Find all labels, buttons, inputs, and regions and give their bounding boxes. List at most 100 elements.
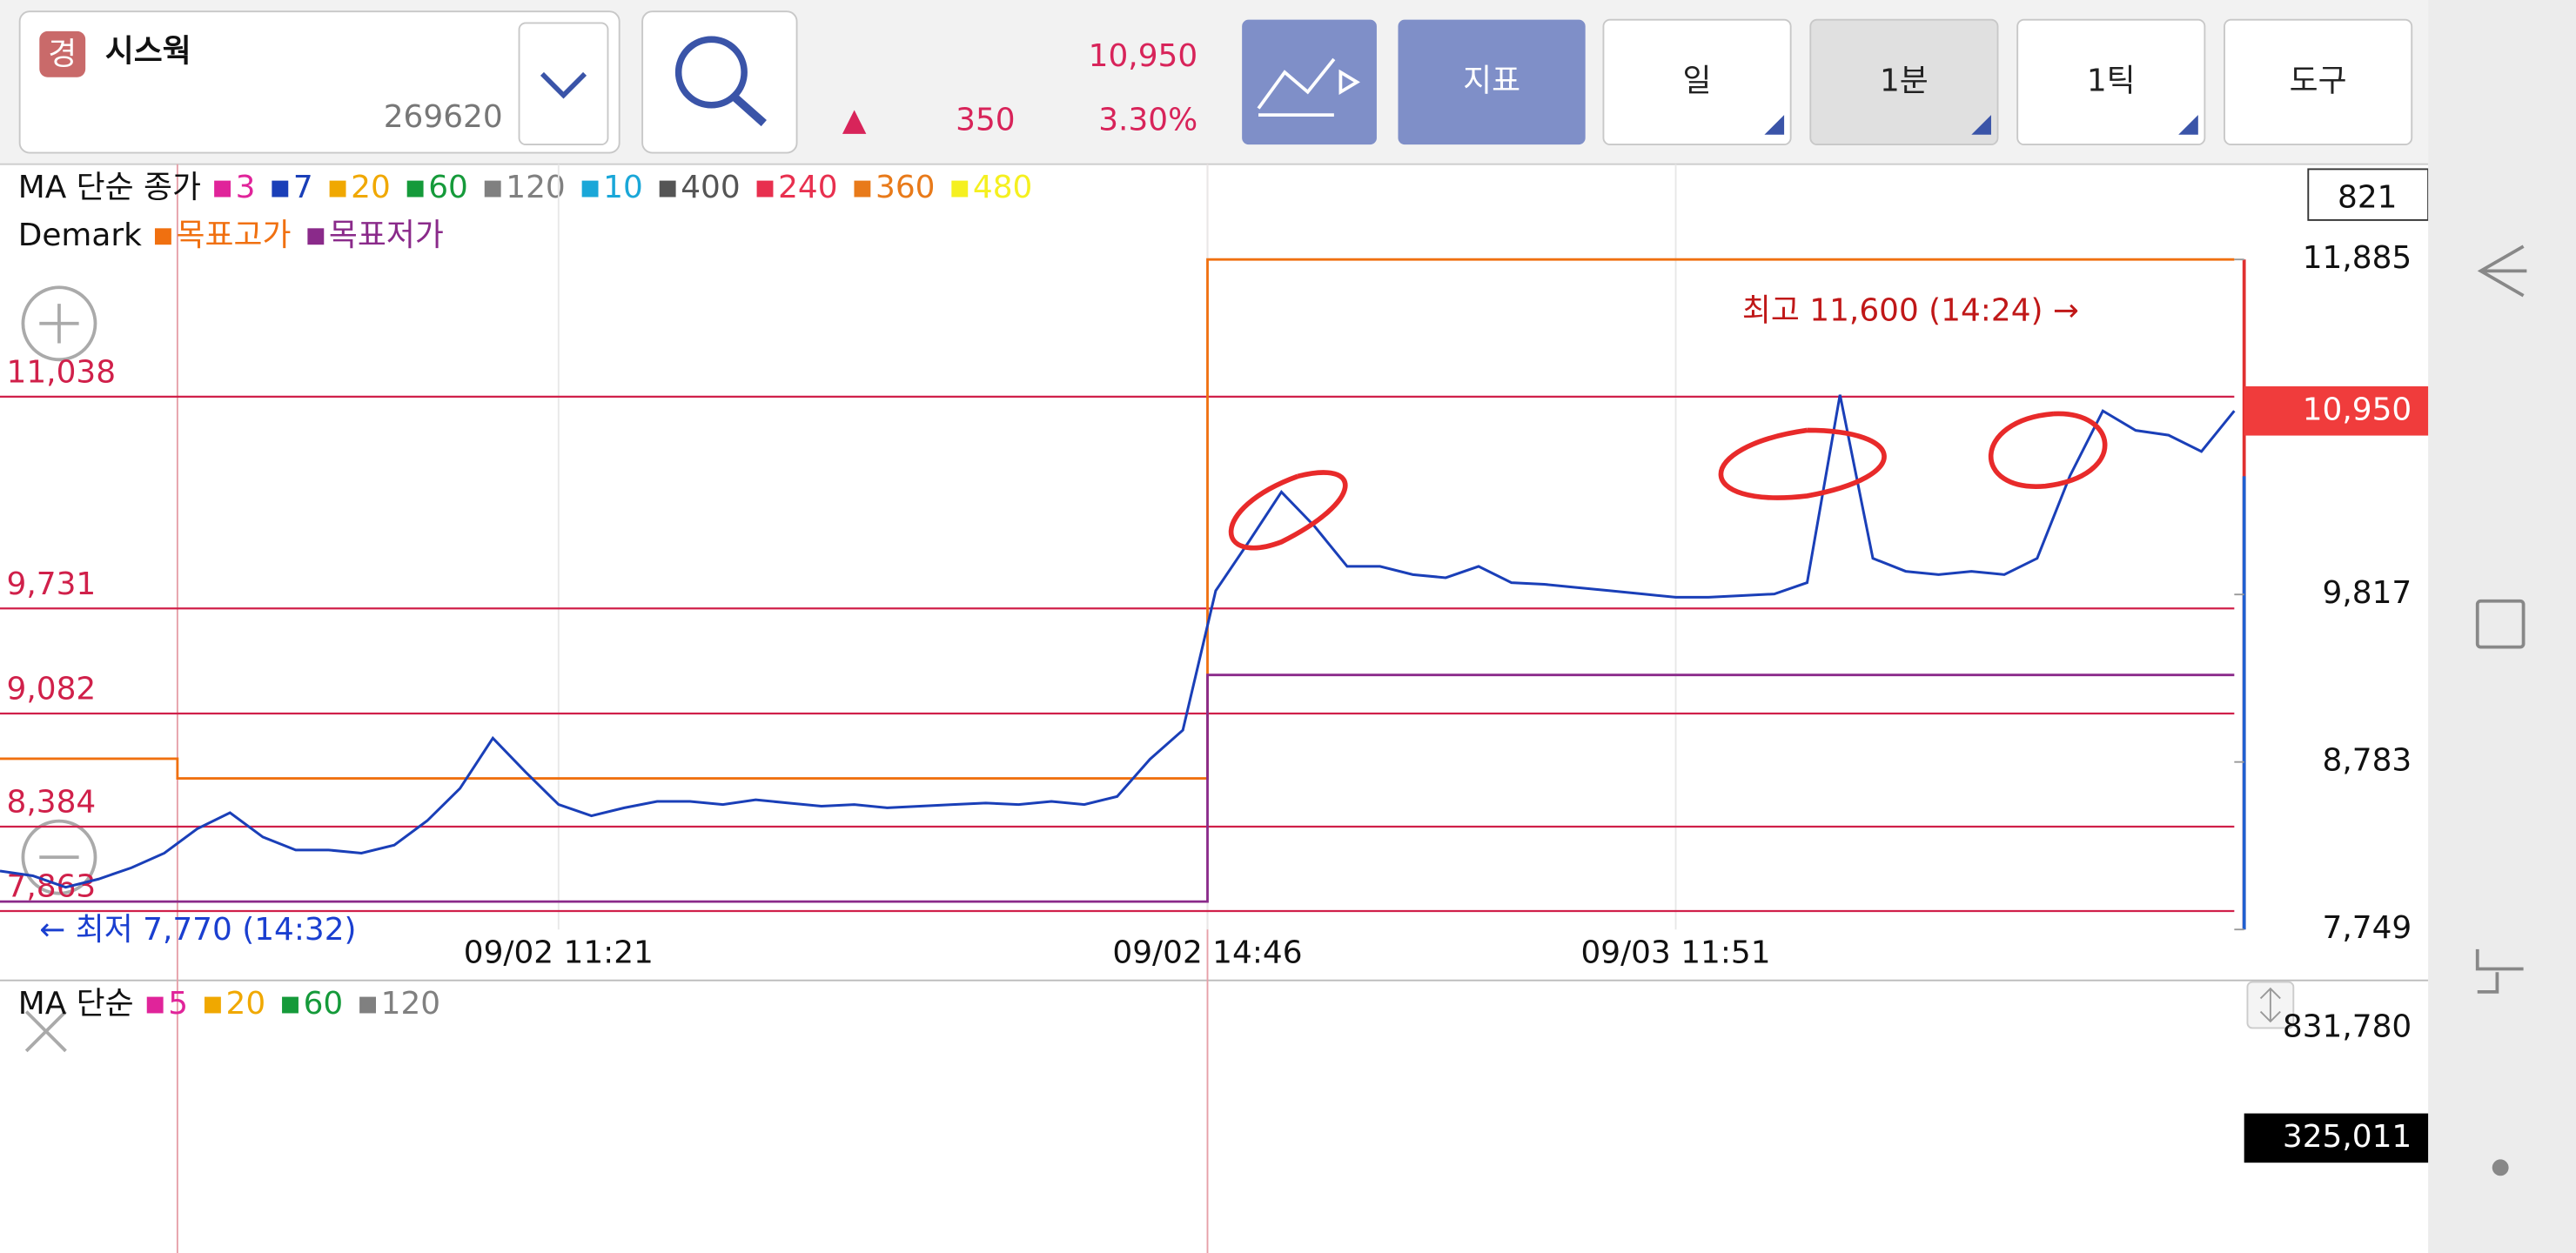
demark-low	[0, 673, 2235, 903]
x-tick-label: 09/03 11:51	[1580, 935, 1770, 971]
legend-item: 10	[603, 170, 643, 205]
x-tick-label: 09/02 14:46	[1112, 935, 1302, 971]
nav-home[interactable]	[2475, 599, 2526, 649]
y-tick-label: 7,749	[2323, 910, 2412, 946]
nav-bar	[2428, 0, 2576, 1253]
legend-swatch	[951, 180, 969, 198]
legend-swatch	[359, 996, 376, 1014]
y-tick-label: 8,783	[2323, 743, 2412, 779]
demark-high	[0, 258, 2235, 780]
button-bg	[2224, 18, 2413, 146]
legend-item: 5	[168, 986, 188, 1022]
marker-circle	[1988, 411, 2108, 489]
stock-code: 269620	[384, 99, 503, 135]
dropdown[interactable]	[518, 22, 609, 146]
price-tag-bg	[2244, 385, 2429, 436]
volume-tag-bg	[2244, 1113, 2429, 1163]
legend-item: 240	[778, 170, 837, 205]
legend-swatch	[146, 996, 164, 1014]
legend-item: 60	[428, 170, 468, 205]
level-label: 8,384	[7, 785, 97, 821]
legend-item: 3	[236, 170, 256, 205]
legend-item: 360	[875, 170, 935, 205]
search-button[interactable]	[641, 10, 798, 154]
level-label: 11,038	[7, 354, 116, 390]
box	[2307, 168, 2430, 221]
resize-icon	[2259, 987, 2281, 1023]
volume-tick: 831,780	[2283, 1008, 2412, 1044]
legend-item: 60	[304, 986, 344, 1022]
day-button[interactable]: 일	[1683, 63, 1712, 98]
legend-swatch	[756, 180, 774, 198]
stock-box[interactable]	[18, 10, 621, 154]
legend-item: 400	[681, 170, 740, 205]
level-label: 9,082	[7, 672, 97, 707]
legend-swatch	[581, 180, 599, 198]
zoom-out[interactable]	[21, 819, 97, 895]
button-bg	[2016, 18, 2206, 146]
stock-name: 시스웍	[105, 33, 191, 69]
zoom-in[interactable]	[21, 285, 97, 362]
legend-swatch	[406, 180, 424, 198]
chart-icon	[1257, 57, 1360, 117]
nav-recent[interactable]	[2475, 948, 2524, 994]
legend-swatch	[329, 180, 346, 198]
legend-swatch	[154, 228, 171, 245]
legend-label: MA 단순 종가	[18, 170, 201, 205]
legend-swatch	[272, 180, 289, 198]
change-pct: 3.30%	[1098, 103, 1197, 138]
nav-back[interactable]	[2477, 245, 2527, 298]
legend-swatch	[659, 180, 676, 198]
level-label: 9,731	[7, 566, 97, 602]
legend-item: 20	[351, 170, 391, 205]
legend-item: 480	[973, 170, 1032, 205]
zoom-in-icon	[39, 304, 79, 344]
tools-button[interactable]: 도구	[2290, 63, 2347, 98]
legend-swatch	[204, 996, 221, 1014]
x-tick-label: 09/02 11:21	[464, 935, 654, 971]
legend-label: MA 단순	[18, 986, 134, 1022]
marker-circle	[1228, 470, 1348, 551]
nav-dot	[2492, 1159, 2509, 1176]
legend-swatch	[854, 180, 871, 198]
button-bg	[1398, 19, 1586, 145]
chart-type-button[interactable]	[1242, 19, 1377, 145]
y-tick-label: 11,885	[2303, 240, 2412, 276]
low-annotation: ← 최저 7,770 (14:32)	[39, 912, 356, 948]
legend-label: Demark	[18, 218, 142, 253]
legend-swatch	[484, 180, 501, 198]
button-bg	[1602, 18, 1792, 146]
change-arrow: ▲	[842, 103, 867, 138]
high-annotation: 최고 11,600 (14:24) →	[1742, 293, 2079, 329]
price-tag: 10,950	[2303, 392, 2412, 427]
button-bg	[1809, 18, 1999, 146]
indicator-button[interactable]: 지표	[1463, 63, 1520, 98]
price: 10,950	[1089, 38, 1198, 74]
legend-item: 7	[293, 170, 313, 205]
badge-bg	[39, 30, 86, 77]
price-line	[0, 394, 2236, 889]
legend-swatch	[282, 996, 299, 1014]
value-box: 821	[2338, 179, 2397, 215]
legend-item: 20	[226, 986, 266, 1022]
legend-swatch	[307, 228, 325, 245]
range-bar	[2242, 476, 2246, 930]
button-corner	[1764, 115, 2198, 135]
change: 350	[956, 103, 1015, 138]
volume-tag: 325,011	[2283, 1119, 2412, 1155]
search-icon	[731, 93, 767, 127]
minute-button[interactable]: 1분	[1880, 63, 1929, 98]
badge: 경	[48, 37, 77, 72]
y-tick-label: 9,817	[2323, 575, 2412, 611]
legend-item: 120	[381, 986, 440, 1022]
legend-item: 120	[506, 170, 565, 205]
search-icon	[674, 36, 748, 109]
close-icon[interactable]	[24, 1010, 67, 1053]
marker-circle	[1718, 427, 1887, 500]
legend-swatch	[214, 180, 231, 198]
legend-item: 목표고가	[177, 218, 292, 253]
legend-item: 목표저가	[329, 218, 444, 253]
tick-button[interactable]: 1틱	[2087, 63, 2136, 98]
dropdown-icon	[540, 71, 587, 99]
